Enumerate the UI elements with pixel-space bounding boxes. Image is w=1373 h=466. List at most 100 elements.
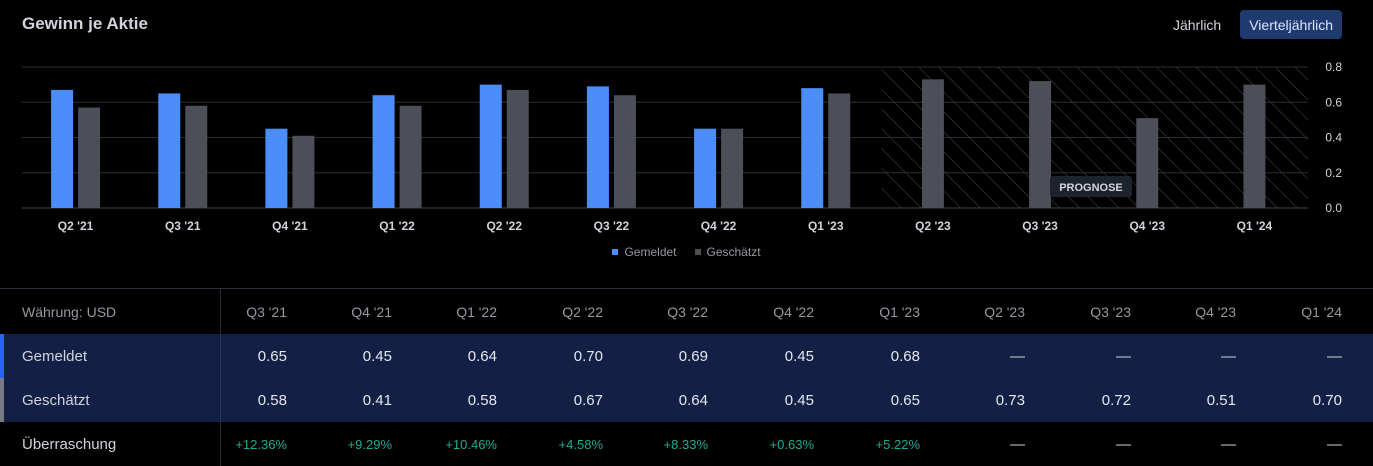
table-cell: 0.70 [1312, 391, 1342, 409]
table-row-reported: Gemeldet 0.65 0.45 0.64 0.70 0.69 0.45 0.68 — — —… [0, 334, 1373, 378]
x-tick-label: Q2 '23 [915, 219, 951, 233]
y-tick-label: 0.2 [1325, 166, 1342, 180]
annual-button[interactable]: Jährlich [1164, 10, 1230, 39]
table-cell: 0.72 [1101, 391, 1131, 409]
x-tick-label: Q1 '23 [808, 219, 844, 233]
x-tick-label: Q4 '23 [1129, 219, 1165, 233]
table-cell: 0.70 [573, 347, 603, 365]
x-tick-label: Q1 '22 [379, 219, 415, 233]
table-cell: 0.58 [257, 391, 287, 409]
bar-estimated[interactable] [613, 95, 636, 208]
column-divider [220, 289, 221, 334]
column-divider [220, 378, 221, 422]
legend-item-estimated[interactable]: Geschätzt [694, 245, 761, 259]
x-tick-label: Q3 '22 [594, 219, 630, 233]
x-tick-label: Q1 '24 [1237, 219, 1273, 233]
bar-estimated[interactable] [506, 89, 529, 208]
table-cell: 0.73 [995, 391, 1025, 409]
table-cell: — [1010, 435, 1025, 453]
bar-reported[interactable] [479, 84, 502, 208]
table-row-surprise: Überraschung +12.36% +9.29% +10.46% +4.58% +… [0, 422, 1373, 466]
table-cell: 0.58 [467, 391, 497, 409]
bar-reported[interactable] [586, 86, 609, 208]
period-toggle: Jährlich Vierteljährlich [1164, 10, 1342, 39]
table-cell: — [1327, 435, 1342, 453]
table-cell: — [1221, 347, 1236, 365]
legend-label-estimated: Geschätzt [706, 245, 761, 259]
currency-label: Währung: USD [22, 303, 117, 320]
table-cell: 0.45 [362, 347, 392, 365]
y-tick-label: 0.0 [1325, 201, 1342, 215]
column-header: Q3 '23 [1090, 303, 1131, 320]
bar-estimated[interactable] [721, 128, 744, 208]
table-cell: 0.69 [678, 347, 708, 365]
column-divider [220, 334, 221, 378]
bar-estimated[interactable] [1136, 118, 1159, 208]
bar-estimated[interactable] [828, 93, 851, 208]
forecast-badge-bg [1050, 176, 1132, 197]
table-cell: — [1116, 347, 1131, 365]
bar-reported[interactable] [694, 128, 717, 208]
table-cell: +10.46% [445, 436, 497, 452]
bar-estimated[interactable] [185, 105, 208, 208]
table-cell: — [1116, 435, 1131, 453]
quarterly-button[interactable]: Vierteljährlich [1240, 10, 1342, 39]
x-tick-label: Q2 '21 [58, 219, 94, 233]
chart-legend: Gemeldet Geschätzt [0, 245, 1373, 259]
bar-estimated[interactable] [78, 107, 101, 208]
table-cell: 0.67 [573, 391, 603, 409]
forecast-badge-label: PROGNOSE [1059, 182, 1123, 194]
eps-table: Währung: USD Q3 '21 Q4 '21 Q1 '22 Q2 '22 Q3 … [0, 288, 1373, 466]
column-header: Q2 '22 [562, 303, 603, 320]
table-cell: 0.51 [1206, 391, 1236, 409]
row-label-estimated: Geschätzt [22, 391, 90, 409]
y-tick-label: 0.6 [1325, 95, 1342, 109]
bar-estimated[interactable] [921, 79, 944, 209]
bar-reported[interactable] [51, 89, 74, 208]
table-cell: +9.29% [347, 436, 392, 452]
table-cell: 0.45 [784, 391, 814, 409]
table-cell: +5.22% [875, 436, 920, 452]
x-tick-label: Q4 '21 [272, 219, 308, 233]
table-cell: — [1221, 435, 1236, 453]
column-header: Q4 '21 [351, 303, 392, 320]
row-label-reported: Gemeldet [22, 347, 88, 365]
table-cell: 0.64 [678, 391, 708, 409]
table-header-row: Währung: USD Q3 '21 Q4 '21 Q1 '22 Q2 '22 Q3 … [0, 288, 1373, 334]
table-row-estimated: Geschätzt 0.58 0.41 0.58 0.67 0.64 0.45 0.65 0.… [0, 378, 1373, 422]
y-tick-label: 0.4 [1325, 131, 1342, 145]
column-header: Q3 '21 [246, 303, 287, 320]
column-header: Q4 '22 [773, 303, 814, 320]
reported-marker [0, 334, 4, 378]
table-cell: 0.68 [890, 347, 920, 365]
bar-estimated[interactable] [292, 135, 315, 208]
table-cell: 0.65 [257, 347, 287, 365]
eps-bar-chart: 0.8 0.6 0.4 0.2 0.0 Q2 '21 Q3 '21 Q4 '21 Q1 '22 Q… [22, 60, 1342, 233]
column-divider [220, 422, 221, 466]
legend-swatch-estimated [694, 249, 701, 255]
legend-item-reported[interactable]: Gemeldet [612, 245, 677, 259]
bar-estimated[interactable] [1029, 81, 1052, 208]
column-header: Q3 '22 [667, 303, 708, 320]
column-header: Q1 '23 [879, 303, 920, 320]
column-header: Q4 '23 [1195, 303, 1236, 320]
bar-reported[interactable] [372, 95, 395, 208]
table-cell: 0.65 [890, 391, 920, 409]
column-header: Q2 '23 [984, 303, 1025, 320]
bar-reported[interactable] [265, 128, 288, 208]
forecast-badge: PROGNOSE [1050, 176, 1132, 197]
table-cell: 0.64 [467, 347, 497, 365]
legend-label-reported: Gemeldet [624, 245, 677, 259]
x-tick-label: Q2 '22 [486, 219, 522, 233]
bar-reported[interactable] [801, 88, 824, 208]
table-cell: 0.45 [784, 347, 814, 365]
bar-estimated[interactable] [1243, 84, 1266, 208]
row-label-surprise: Überraschung [22, 435, 117, 453]
x-tick-label: Q4 '22 [701, 219, 737, 233]
chart-title: Gewinn je Aktie [22, 14, 148, 33]
bar-reported[interactable] [158, 93, 181, 208]
table-cell: +0.63% [769, 436, 814, 452]
table-cell: 0.41 [362, 391, 392, 409]
legend-swatch-reported [612, 249, 619, 255]
bar-estimated[interactable] [399, 105, 422, 208]
